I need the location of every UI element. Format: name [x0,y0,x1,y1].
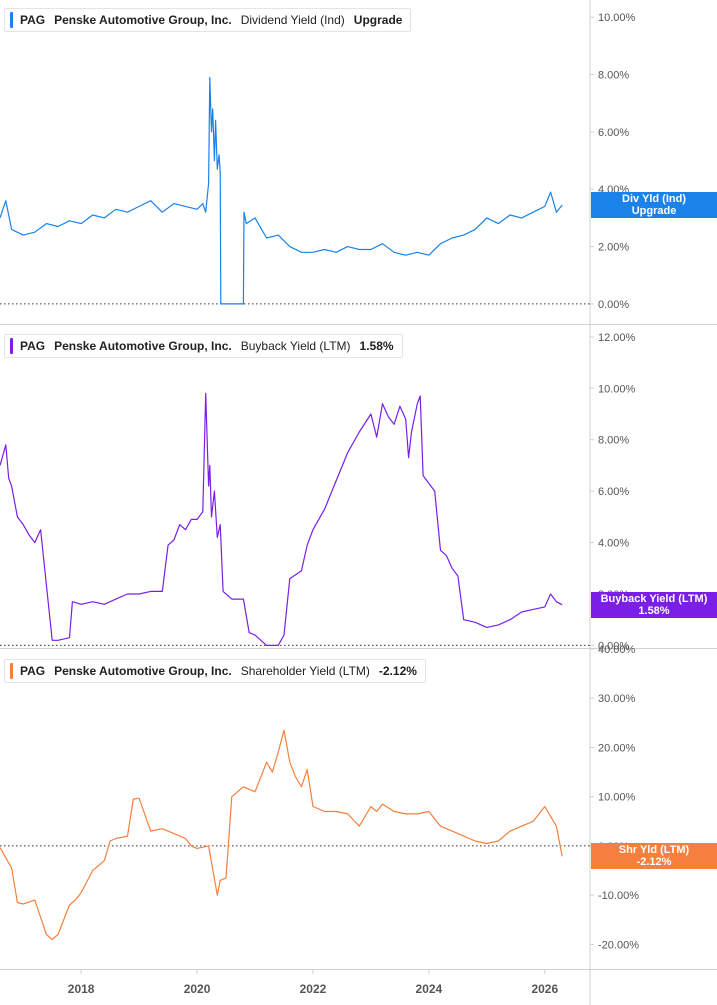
shareholder-y-tick-label: 30.00% [598,693,636,705]
shareholder-y-tick-label: 40.00% [598,644,636,656]
shareholder-swatch-icon [10,663,13,679]
buyback-y-tick-label: 6.00% [598,486,629,498]
shareholder-legend-metric: Shareholder Yield (LTM) [240,664,370,678]
x-tick-label: 2018 [68,982,95,996]
buyback-series-line [0,392,563,647]
shareholder-legend-company: Penske Automotive Group, Inc. [54,664,232,678]
shareholder-value-tag: Shr Yld (LTM) -2.12% [591,843,717,870]
buyback-legend-company: Penske Automotive Group, Inc. [54,339,232,353]
shareholder-tag-value: -2.12% [636,856,672,869]
dividend-tag-value: Upgrade [631,205,677,217]
dividend-y-tick-label: 8.00% [598,70,629,82]
shareholder-series-line [0,729,563,941]
x-tick-label: 2022 [300,982,327,996]
shareholder-legend-ticker: PAG [20,664,46,678]
buyback-value-tag: Buyback Yield (LTM) 1.58% [591,591,717,618]
x-tick-label: 2020 [184,982,211,996]
dividend-value-tag: Div Yld (Ind) Upgrade [591,192,717,218]
buyback-tag-value: 1.58% [638,604,670,617]
shareholder-y-tick-label: -10.00% [598,890,639,902]
buyback-y-tick-label: 8.00% [598,435,629,447]
shareholder-legend-value: -2.12% [378,664,417,678]
dividend-tag-label: Div Yld (Ind) [622,193,686,205]
x-tick-label: 2024 [416,982,443,996]
buyback-y-tick-label: 10.00% [598,383,636,395]
shareholder-legend: PAG Penske Automotive Group, Inc. Shareh… [4,659,426,683]
buyback-swatch-icon [10,338,13,354]
dividend-legend-company: Penske Automotive Group, Inc. [54,13,232,27]
shareholder-y-tick-label: -20.00% [598,939,639,951]
buyback-legend: PAG Penske Automotive Group, Inc. Buybac… [4,334,403,358]
dividend-legend-metric: Dividend Yield (Ind) [240,13,345,27]
shareholder-y-tick-label: 10.00% [598,792,636,804]
buyback-y-tick-label: 4.00% [598,538,629,550]
buyback-y-tick-label: 12.00% [598,332,636,344]
buyback-legend-ticker: PAG [20,339,46,353]
x-tick-label: 2026 [531,982,558,996]
dividend-legend: PAG Penske Automotive Group, Inc. Divide… [4,8,412,32]
dividend-legend-ticker: PAG [20,13,46,27]
shareholder-y-tick-label: 20.00% [598,742,636,754]
dividend-y-tick-label: 6.00% [598,127,629,139]
dividend-legend-value[interactable]: Upgrade [353,13,403,27]
buyback-tag-label: Buyback Yield (LTM) [600,592,708,605]
dividend-swatch-icon [10,12,13,28]
buyback-legend-metric: Buyback Yield (LTM) [240,339,351,353]
dividend-series-line [0,76,563,305]
shareholder-tag-label: Shr Yld (LTM) [618,844,690,857]
dividend-y-tick-label: 0.00% [598,299,629,311]
dividend-y-tick-label: 2.00% [598,242,629,254]
dividend-y-tick-label: 10.00% [598,12,636,24]
buyback-legend-value: 1.58% [359,339,394,353]
buyback-y-tick-label: 0.00% [598,640,629,652]
